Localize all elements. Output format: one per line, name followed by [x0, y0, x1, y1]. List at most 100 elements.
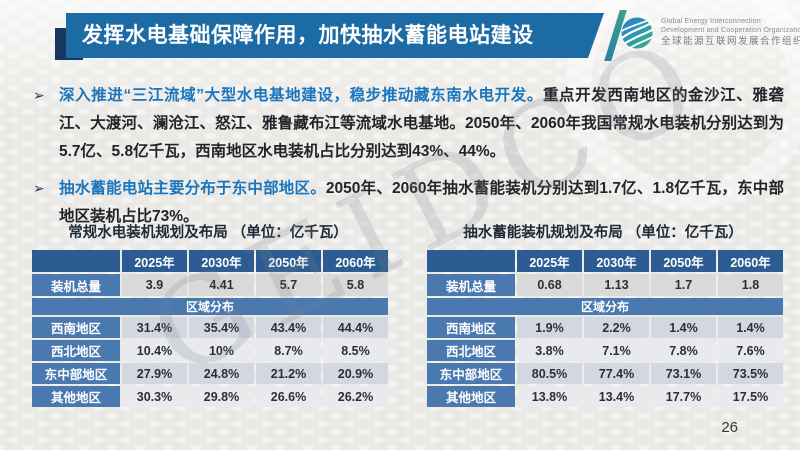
pumped-storage-block: 抽水蓄能装机规划及布局 （单位：亿千瓦） 2025年 2030年 2050年 2060…: [425, 221, 783, 409]
year-header-cell: 2025年: [517, 250, 582, 272]
total-row-label: 装机总量: [427, 274, 515, 296]
table-row: 东中部地区 80.5% 77.4% 73.1% 73.5%: [427, 363, 783, 384]
table-row: 西南地区 31.4% 35.4% 43.4% 44.4%: [32, 317, 388, 338]
arrow-bullet-icon: ➢: [33, 87, 45, 103]
region-value-cell: 35.4%: [189, 317, 254, 338]
region-value-cell: 10%: [189, 340, 254, 361]
table-row: 西北地区 10.4% 10% 8.7% 8.5%: [32, 340, 388, 361]
slide-title: 发挥水电基础保障作用，加快抽水蓄能电站建设: [66, 13, 604, 58]
region-value-cell: 31.4%: [122, 317, 187, 338]
organization-logo: Global Energy Interconnection Developmen…: [620, 16, 800, 50]
region-value-cell: 44.4%: [323, 317, 388, 338]
tables-section: 常规水电装机规划及布局 （单位：亿千瓦） 2025年 2030年 2050年 2060…: [30, 221, 783, 409]
region-value-cell: 10.4%: [122, 340, 187, 361]
region-value-cell: 8.7%: [256, 340, 321, 361]
total-value-cell: 5.7: [256, 274, 321, 296]
year-header-cell: 2030年: [189, 250, 254, 272]
total-value-cell: 3.9: [122, 274, 187, 296]
table-corner-cell: [427, 250, 515, 272]
region-value-cell: 7.1%: [584, 340, 649, 361]
table-row: 西南地区 1.9% 2.2% 1.4% 1.4%: [427, 317, 783, 338]
bullet-2-body: 2050年、2060年抽水蓄能装机分别达到1.7亿、1.8亿千瓦，东中部地区装机…: [59, 179, 784, 225]
year-header-cell: 2060年: [718, 250, 783, 272]
region-value-cell: 8.5%: [323, 340, 388, 361]
region-value-cell: 73.1%: [651, 363, 716, 384]
region-value-cell: 27.9%: [122, 363, 187, 384]
table-row: 东中部地区 27.9% 24.8% 21.2% 20.9%: [32, 363, 388, 384]
region-value-cell: 1.9%: [517, 317, 582, 338]
year-header-cell: 2060年: [323, 250, 388, 272]
logo-line-cn: 全球能源互联网发展合作组织: [661, 36, 800, 48]
region-value-cell: 7.8%: [651, 340, 716, 361]
total-value-cell: 0.68: [517, 274, 582, 296]
region-value-cell: 17.7%: [651, 386, 716, 407]
region-row-label: 西北地区: [427, 340, 515, 361]
region-value-cell: 1.4%: [651, 317, 716, 338]
bullet-2-highlight: 抽水蓄能电站主要分布于东中部地区。: [59, 179, 326, 197]
bullet-1-body: 重点开发西南地区的金沙江、雅砻江、大渡河、澜沧江、怒江、雅鲁藏布江等流域水电基地…: [59, 87, 784, 160]
region-value-cell: 24.8%: [189, 363, 254, 384]
table-row: 2025年 2030年 2050年 2060年: [32, 250, 388, 272]
region-value-cell: 2.2%: [584, 317, 649, 338]
table-row: 其他地区 13.8% 13.4% 17.7% 17.5%: [427, 386, 783, 407]
total-value-cell: 5.8: [323, 274, 388, 296]
region-value-cell: 77.4%: [584, 363, 649, 384]
region-value-cell: 80.5%: [517, 363, 582, 384]
year-header-cell: 2050年: [256, 250, 321, 272]
region-value-cell: 43.4%: [256, 317, 321, 338]
region-value-cell: 73.5%: [718, 363, 783, 384]
bullet-item-2: ➢ 抽水蓄能电站主要分布于东中部地区。2050年、2060年抽水蓄能装机分别达到…: [30, 175, 784, 231]
table-row: 区域分布: [427, 298, 783, 315]
total-value-cell: 4.41: [189, 274, 254, 296]
region-value-cell: 29.8%: [189, 386, 254, 407]
page-number: 26: [721, 419, 738, 436]
conventional-hydro-block: 常规水电装机规划及布局 （单位：亿千瓦） 2025年 2030年 2050年 2060…: [30, 221, 388, 409]
pumped-storage-table-title: 抽水蓄能装机规划及布局 （单位：亿千瓦）: [463, 225, 743, 241]
region-value-cell: 20.9%: [323, 363, 388, 384]
region-value-cell: 13.8%: [517, 386, 582, 407]
region-value-cell: 7.6%: [718, 340, 783, 361]
section-row-label: 区域分布: [427, 298, 783, 315]
region-row-label: 西北地区: [32, 340, 120, 361]
pumped-storage-table: 2025年 2030年 2050年 2060年 装机总量 0.68 1.13 1.7 1.8 区域…: [425, 248, 785, 409]
table-row: 2025年 2030年 2050年 2060年: [427, 250, 783, 272]
year-header-cell: 2025年: [122, 250, 187, 272]
region-value-cell: 21.2%: [256, 363, 321, 384]
conventional-hydro-table-title: 常规水电装机规划及布局 （单位：亿千瓦）: [68, 225, 348, 241]
table-row: 区域分布: [32, 298, 388, 315]
globe-icon: [621, 17, 654, 50]
table-row: 装机总量 3.9 4.41 5.7 5.8: [32, 274, 388, 296]
year-header-cell: 2030年: [584, 250, 649, 272]
table-row: 装机总量 0.68 1.13 1.7 1.8: [427, 274, 783, 296]
total-value-cell: 1.7: [651, 274, 716, 296]
region-row-label: 其他地区: [32, 386, 120, 407]
logo-line-en2: Development and Cooperation Organization: [661, 26, 800, 34]
table-row: 其他地区 30.3% 29.8% 26.6% 26.2%: [32, 386, 388, 407]
arrow-bullet-icon: ➢: [33, 179, 45, 196]
bullet-item-1: ➢ 深入推进“三江流域”大型水电基地建设，稳步推动藏东南水电开发。重点开发西南地…: [30, 82, 784, 166]
region-value-cell: 26.2%: [323, 386, 388, 407]
region-row-label: 其他地区: [427, 386, 515, 407]
logo-line-en1: Global Energy Interconnection: [661, 17, 761, 25]
total-value-cell: 1.8: [718, 274, 783, 296]
region-row-label: 东中部地区: [427, 363, 515, 384]
region-row-label: 西南地区: [427, 317, 515, 338]
region-row-label: 东中部地区: [32, 363, 120, 384]
bullet-list: ➢ 深入推进“三江流域”大型水电基地建设，稳步推动藏东南水电开发。重点开发西南地…: [30, 82, 784, 239]
year-header-cell: 2050年: [651, 250, 716, 272]
region-value-cell: 3.8%: [517, 340, 582, 361]
region-value-cell: 26.6%: [256, 386, 321, 407]
table-corner-cell: [32, 250, 120, 272]
region-value-cell: 13.4%: [584, 386, 649, 407]
region-row-label: 西南地区: [32, 317, 120, 338]
total-value-cell: 1.13: [584, 274, 649, 296]
region-value-cell: 1.4%: [718, 317, 783, 338]
region-value-cell: 17.5%: [718, 386, 783, 407]
section-row-label: 区域分布: [32, 298, 388, 315]
conventional-hydro-table: 2025年 2030年 2050年 2060年 装机总量 3.9 4.41 5.7 5.8 区域分…: [30, 248, 390, 409]
bullet-1-highlight: 深入推进“三江流域”大型水电基地建设，稳步推动藏东南水电开发。: [59, 87, 543, 104]
region-value-cell: 30.3%: [122, 386, 187, 407]
total-row-label: 装机总量: [32, 274, 120, 296]
table-row: 西北地区 3.8% 7.1% 7.8% 7.6%: [427, 340, 783, 361]
